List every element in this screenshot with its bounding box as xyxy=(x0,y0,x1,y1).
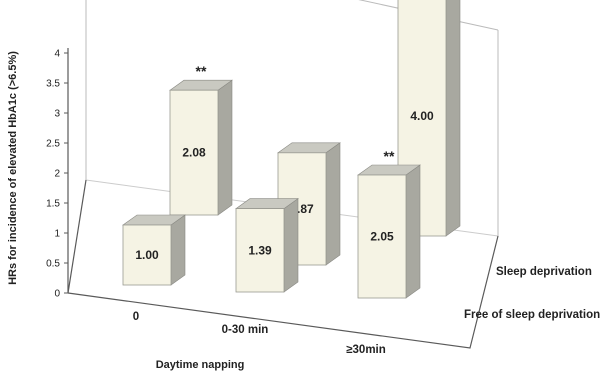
bar-deprivation-0: 2.08 ** xyxy=(169,63,233,216)
y-axis: 0 0.5 1 1.5 2 2.5 3 3.5 4 xyxy=(46,48,69,300)
bar-side-face xyxy=(325,142,341,266)
bar-free-0: 1.00 xyxy=(122,214,186,286)
bar-value-label: 4.00 xyxy=(410,109,434,123)
series-axis-label: Sleep deprivation xyxy=(496,266,592,278)
series-axis-labels: Free of sleep deprivation Sleep deprivati… xyxy=(464,266,600,321)
x-category-label: 0 xyxy=(133,311,139,323)
bar-value-label: 2.08 xyxy=(182,146,206,160)
x-category-label: 0-30 min xyxy=(222,324,269,336)
back-wall-top-edge xyxy=(85,0,87,180)
bar-front-face xyxy=(235,208,285,293)
bar-front-face xyxy=(122,224,172,286)
y-tick-label: 3 xyxy=(54,109,60,120)
series-axis-label: Free of sleep deprivation xyxy=(464,309,600,321)
x-axis-title: Daytime napping xyxy=(156,359,245,371)
y-tick-label: 1.5 xyxy=(46,199,60,210)
bar-free-2: 2.05 ** xyxy=(357,148,421,299)
bar-side-face xyxy=(445,0,461,237)
bar-front-face xyxy=(169,89,219,216)
bar-value-label: 1.00 xyxy=(135,248,159,262)
bar-value-label: 1.39 xyxy=(248,243,272,257)
bars: 2.08**1.874.00**1.001.392.05** xyxy=(122,0,461,299)
floor-outline xyxy=(67,235,499,349)
significance-annotation: ** xyxy=(384,148,395,164)
y-tick-label: 4 xyxy=(54,49,60,60)
x-category-label: ≥30min xyxy=(346,344,386,356)
bar-free-1: 1.39 xyxy=(235,198,299,293)
bar-side-face xyxy=(170,214,186,286)
y-tick-label: 2 xyxy=(54,169,60,180)
y-tick-label: 3.5 xyxy=(46,79,60,90)
y-axis-title: HRs for incidence of elevated HbA1c (>6.… xyxy=(7,51,19,285)
bar-value-label: 2.05 xyxy=(370,230,394,244)
significance-annotation: ** xyxy=(196,63,207,79)
y-tick-label: 0 xyxy=(54,289,60,300)
bar-front-face xyxy=(357,174,407,299)
y-tick-label: 0.5 xyxy=(46,259,60,270)
bar-side-face xyxy=(283,198,299,293)
bar-deprivation-2: 4.00** xyxy=(397,0,461,237)
bar-side-face xyxy=(217,79,233,216)
bar-side-face xyxy=(405,164,421,299)
y-tick-label: 2.5 xyxy=(46,139,60,150)
x-axis-categories: 0 0-30 min ≥30min xyxy=(133,311,386,356)
floor-left-edge xyxy=(67,179,87,294)
y-tick-label: 1 xyxy=(54,229,60,240)
